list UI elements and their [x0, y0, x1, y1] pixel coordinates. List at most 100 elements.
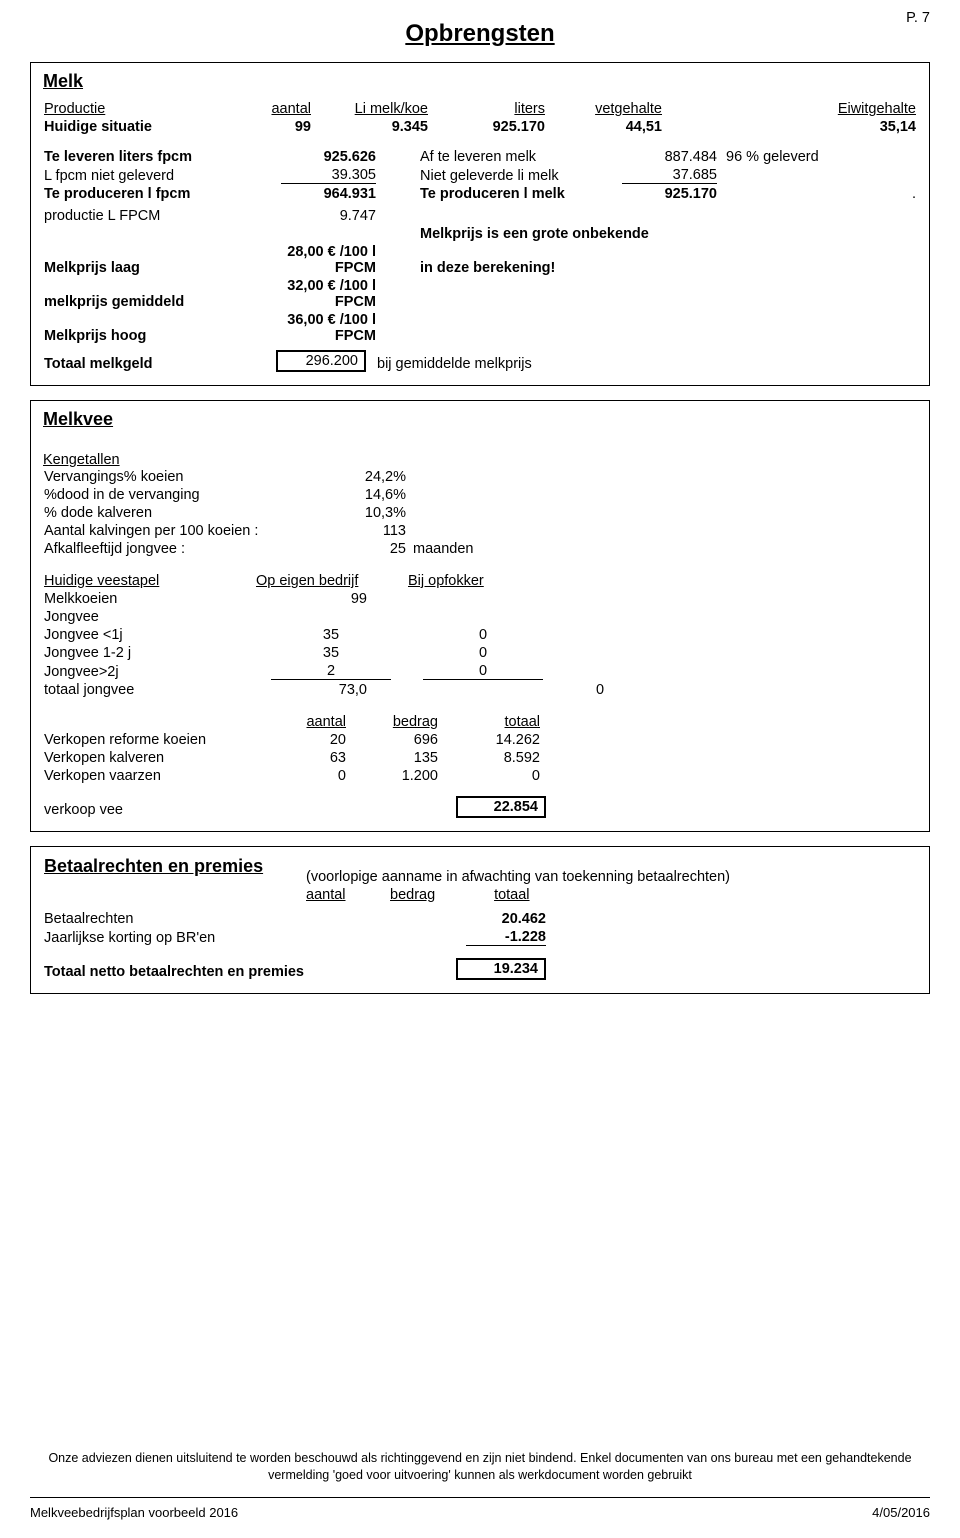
premies-header-row: Betaalrechten en premies (voorlopige aan…: [43, 855, 917, 904]
melkvee-heading: Melkvee: [43, 409, 113, 430]
left-row-1-label: L fpcm niet geleverd: [43, 166, 275, 185]
verkoop-0-bedrag: 696: [347, 731, 439, 749]
price-0-value: 28,00: [287, 244, 323, 260]
veestapel-h-right: Bij opfokker: [407, 572, 559, 590]
col-productie: Productie: [43, 100, 235, 118]
verkoop-0-totaal: 14.262: [439, 731, 541, 749]
footer-disclaimer: Onze adviezen dienen uitsluitend te word…: [30, 1450, 930, 1484]
premies-totaal-row: Totaal netto betaalrechten en premies 19…: [43, 957, 547, 981]
totaal-melkgeld-note: bij gemiddelde melkprijs: [367, 349, 533, 373]
melk-heading: Melk: [43, 71, 83, 92]
verkoop-1-totaal: 8.592: [439, 749, 541, 767]
totaal-melkgeld-value: 296.200: [276, 350, 366, 372]
premies-section: Betaalrechten en premies (voorlopige aan…: [30, 846, 930, 994]
verkoop-2-aantal: 0: [275, 767, 347, 785]
keng-1-label: %dood in de vervanging: [43, 486, 335, 504]
jongvee-label: Jongvee: [43, 608, 255, 626]
footer-right: 4/05/2016: [872, 1505, 930, 1520]
jv-1-label: Jongvee 1-2 j: [43, 644, 255, 662]
totaal-melkgeld-label: Totaal melkgeld: [43, 349, 275, 373]
price-1-unit: € /100 l FPCM: [328, 278, 376, 310]
page-title: Opbrengsten: [30, 20, 930, 48]
left-row-0-label: Te leveren liters fpcm: [43, 148, 275, 166]
kengetallen-heading: Kengetallen: [43, 452, 917, 468]
totaal-melkgeld-row: Totaal melkgeld 296.200 bij gemiddelde m…: [43, 349, 533, 373]
price-0-unit: € /100 l FPCM: [328, 244, 376, 276]
huidige-label: Huidige situatie: [43, 118, 235, 136]
footer-divider: [30, 1497, 930, 1498]
left-row-1-value: 39.305: [281, 167, 376, 184]
left-row-2-label: Te produceren l fpcm: [43, 185, 275, 203]
tot-jongvee-opf: 0: [559, 681, 641, 699]
huidige-eiwit: 35,14: [663, 118, 917, 136]
col-liters: liters: [429, 100, 546, 118]
kengetallen-table: Vervangings% koeien24,2% %dood in de ver…: [43, 468, 474, 558]
premies-rows: Betaalrechten 20.462 Jaarlijkse korting …: [43, 910, 547, 947]
huidige-liters: 925.170: [429, 118, 546, 136]
jv-2-opf: 0: [423, 663, 543, 680]
col-vetgehalte: vetgehalte: [546, 100, 663, 118]
right-row-1-value: 37.685: [622, 167, 717, 184]
left-row-2-value: 964.931: [275, 185, 377, 203]
right-row-2-trail: .: [718, 185, 917, 203]
right-row-0-value: 887.484: [621, 148, 718, 166]
verkoop-h-totaal: totaal: [439, 713, 541, 731]
jv-1-own: 35: [255, 644, 407, 662]
price-1-value: 32,00: [287, 278, 323, 294]
melkprijs-note-1: Melkprijs is een grote onbekende: [419, 225, 917, 243]
verkoop-h-aantal: aantal: [275, 713, 347, 731]
right-row-0-label: Af te leveren melk: [419, 148, 621, 166]
jv-0-label: Jongvee <1j: [43, 626, 255, 644]
veestapel-table: Huidige veestapel Op eigen bedrijf Bij o…: [43, 572, 641, 699]
leveren-table: Te leveren liters fpcm 925.626 Af te lev…: [43, 148, 917, 203]
prem-1-label: Jaarlijkse korting op BR'en: [43, 928, 455, 947]
right-row-2-label: Te produceren l melk: [419, 185, 621, 203]
melk-section: Melk Productie aantal Li melk/koe liters…: [30, 62, 930, 386]
verkoop-vee-row: verkoop vee 22.854: [43, 795, 547, 819]
verkoop-2-label: Verkopen vaarzen: [43, 767, 275, 785]
keng-2-label: % dode kalveren: [43, 504, 335, 522]
page-number: P. 7: [906, 10, 930, 26]
keng-3-label: Aantal kalvingen per 100 koeien :: [43, 522, 335, 540]
jv-2-label: Jongvee>2j: [43, 662, 255, 681]
right-row-0-trail: 96 % geleverd: [718, 148, 917, 166]
premies-h-totaal: totaal: [494, 887, 554, 903]
huidige-vet: 44,51: [546, 118, 663, 136]
verkoop-vee-label: verkoop vee: [43, 795, 455, 819]
verkopen-table: aantal bedrag totaal Verkopen reforme ko…: [43, 713, 541, 785]
right-row-2-value: 925.170: [621, 185, 718, 203]
veestapel-h-left: Huidige veestapel: [43, 572, 255, 590]
productie-table: Productie aantal Li melk/koe liters vetg…: [43, 100, 917, 136]
jv-2-own: 2: [271, 663, 391, 680]
col-eiwitgehalte: Eiwitgehalte: [663, 100, 917, 118]
keng-0-label: Vervangings% koeien: [43, 468, 335, 486]
melkkoeien-label: Melkkoeien: [43, 590, 255, 608]
prem-1-value: -1.228: [466, 929, 546, 946]
melkprijs-table: Melkprijs is een grote onbekende Melkpri…: [43, 225, 917, 345]
price-1-label: melkprijs gemiddeld: [43, 277, 275, 311]
melkvee-section: Melkvee Kengetallen Vervangings% koeien2…: [30, 400, 930, 832]
huidige-aantal: 99: [235, 118, 312, 136]
jv-0-opf: 0: [407, 626, 559, 644]
verkoop-0-aantal: 20: [275, 731, 347, 749]
prod-fpcm-row: productie L FPCM 9.747: [43, 207, 917, 225]
price-2-value: 36,00: [287, 312, 323, 328]
right-row-1-label: Niet geleverde li melk: [419, 166, 621, 185]
left-row-0-value: 925.626: [275, 148, 377, 166]
verkoop-vee-value: 22.854: [456, 796, 546, 818]
prem-0-label: Betaalrechten: [43, 910, 455, 928]
melkprijs-note-2: in deze berekening!: [419, 243, 917, 277]
huidige-li-melk-koe: 9.345: [312, 118, 429, 136]
jv-0-own: 35: [255, 626, 407, 644]
keng-4-value: 25: [335, 540, 407, 558]
footer-left: Melkveebedrijfsplan voorbeeld 2016: [30, 1505, 238, 1520]
col-li-melk-koe: Li melk/koe: [312, 100, 429, 118]
keng-4-suffix: maanden: [407, 540, 474, 558]
premies-h-bedrag: bedrag: [390, 887, 470, 903]
verkoop-h-bedrag: bedrag: [347, 713, 439, 731]
jv-1-opf: 0: [407, 644, 559, 662]
prod-l-fpcm-label: productie L FPCM: [43, 207, 275, 225]
price-2-label: Melkprijs hoog: [43, 311, 275, 345]
keng-0-value: 24,2%: [335, 468, 407, 486]
price-2-unit: € /100 l FPCM: [328, 312, 376, 344]
